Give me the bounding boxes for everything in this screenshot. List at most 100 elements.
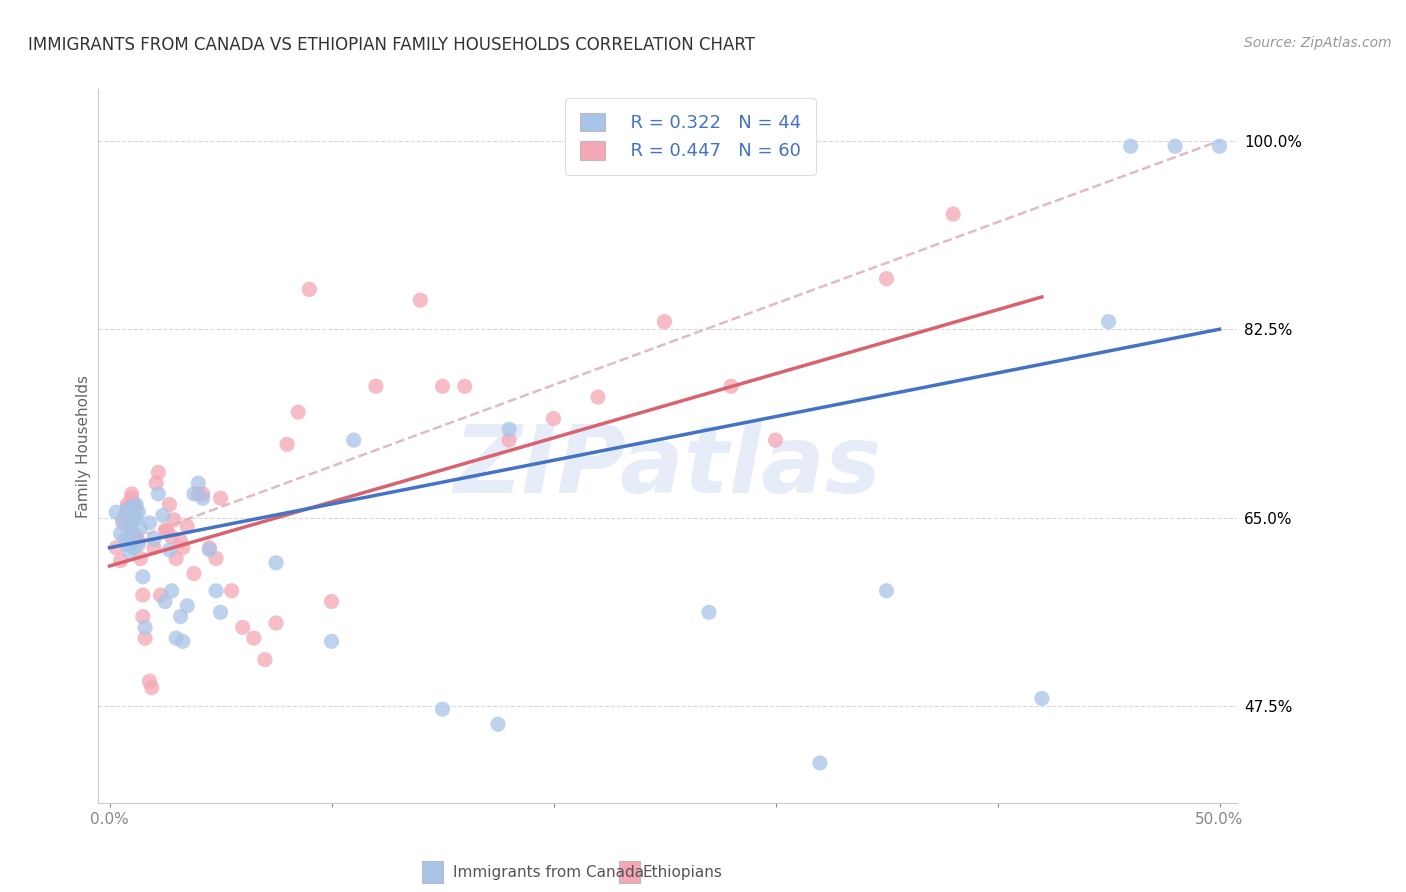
Point bbox=[142, 541, 165, 555]
Point bbox=[191, 487, 214, 501]
Point bbox=[1208, 139, 1230, 153]
Point bbox=[432, 702, 454, 716]
Point bbox=[243, 631, 266, 645]
Point bbox=[942, 207, 965, 221]
Point bbox=[141, 681, 163, 695]
Point bbox=[183, 487, 205, 501]
Point bbox=[159, 542, 181, 557]
Point bbox=[121, 487, 143, 501]
Point bbox=[125, 502, 148, 516]
Point bbox=[172, 541, 194, 555]
Point bbox=[165, 631, 187, 645]
Point bbox=[118, 519, 141, 533]
Point bbox=[160, 530, 183, 544]
Point bbox=[163, 513, 186, 527]
Point bbox=[129, 521, 152, 535]
Point bbox=[205, 583, 228, 598]
Point bbox=[125, 498, 148, 512]
Point bbox=[122, 526, 145, 541]
Point bbox=[287, 405, 309, 419]
Point bbox=[117, 503, 139, 517]
Point bbox=[321, 634, 343, 648]
Point bbox=[122, 541, 145, 555]
Point bbox=[111, 513, 134, 527]
Point bbox=[221, 583, 243, 598]
Point bbox=[138, 674, 160, 689]
Point bbox=[191, 491, 214, 506]
Point bbox=[105, 541, 128, 555]
Point bbox=[432, 379, 454, 393]
Point bbox=[148, 466, 170, 480]
Point bbox=[172, 634, 194, 648]
Point bbox=[129, 551, 152, 566]
Point bbox=[142, 532, 165, 546]
Point bbox=[209, 491, 232, 506]
Point bbox=[132, 570, 155, 584]
Point bbox=[125, 530, 148, 544]
Point bbox=[321, 594, 343, 608]
Point bbox=[176, 599, 198, 613]
Point bbox=[1119, 139, 1142, 153]
Point bbox=[132, 609, 155, 624]
Point bbox=[1097, 315, 1119, 329]
Point bbox=[110, 526, 132, 541]
Point bbox=[454, 379, 477, 393]
Point bbox=[232, 620, 254, 634]
Text: IMMIGRANTS FROM CANADA VS ETHIOPIAN FAMILY HOUSEHOLDS CORRELATION CHART: IMMIGRANTS FROM CANADA VS ETHIOPIAN FAMI… bbox=[28, 36, 755, 54]
Point bbox=[153, 524, 176, 538]
Point bbox=[876, 583, 898, 598]
Point bbox=[409, 293, 432, 308]
Point bbox=[183, 566, 205, 581]
Point bbox=[105, 505, 128, 519]
Point bbox=[127, 505, 149, 519]
Point bbox=[125, 510, 148, 524]
Point bbox=[117, 498, 139, 512]
Point bbox=[765, 433, 787, 447]
Point bbox=[114, 532, 136, 546]
Point bbox=[720, 379, 742, 393]
Point bbox=[145, 476, 167, 491]
Point bbox=[148, 487, 170, 501]
Point bbox=[486, 717, 509, 731]
Point bbox=[364, 379, 387, 393]
Point bbox=[209, 605, 232, 619]
Point bbox=[205, 551, 228, 566]
Point bbox=[654, 315, 676, 329]
Point bbox=[543, 411, 565, 425]
Point bbox=[276, 437, 298, 451]
Point bbox=[198, 542, 221, 557]
Legend:   R = 0.322   N = 44,   R = 0.447   N = 60: R = 0.322 N = 44, R = 0.447 N = 60 bbox=[565, 98, 815, 175]
Point bbox=[187, 476, 209, 491]
Point bbox=[121, 500, 143, 514]
Point bbox=[117, 537, 139, 551]
Point bbox=[118, 545, 141, 559]
Point bbox=[149, 588, 172, 602]
Text: Source: ZipAtlas.com: Source: ZipAtlas.com bbox=[1244, 36, 1392, 50]
Point bbox=[156, 524, 179, 538]
Point bbox=[121, 516, 143, 530]
Point bbox=[153, 594, 176, 608]
Y-axis label: Family Households: Family Households bbox=[76, 375, 91, 517]
Point bbox=[586, 390, 609, 404]
Point bbox=[160, 583, 183, 598]
Point bbox=[1031, 691, 1053, 706]
Point bbox=[110, 554, 132, 568]
Point bbox=[169, 609, 191, 624]
Text: ZIPatlas: ZIPatlas bbox=[454, 421, 882, 514]
Text: Immigrants from Canada: Immigrants from Canada bbox=[453, 865, 644, 880]
Point bbox=[198, 541, 221, 555]
Point bbox=[121, 491, 143, 506]
Point bbox=[114, 508, 136, 523]
Point bbox=[134, 620, 156, 634]
Point bbox=[264, 556, 287, 570]
Point bbox=[127, 537, 149, 551]
Point bbox=[253, 653, 276, 667]
Point bbox=[111, 516, 134, 530]
Point bbox=[187, 487, 209, 501]
Point bbox=[152, 508, 174, 523]
Point bbox=[132, 588, 155, 602]
Point bbox=[298, 282, 321, 296]
Point bbox=[264, 615, 287, 630]
Point bbox=[808, 756, 831, 770]
Point bbox=[165, 551, 187, 566]
